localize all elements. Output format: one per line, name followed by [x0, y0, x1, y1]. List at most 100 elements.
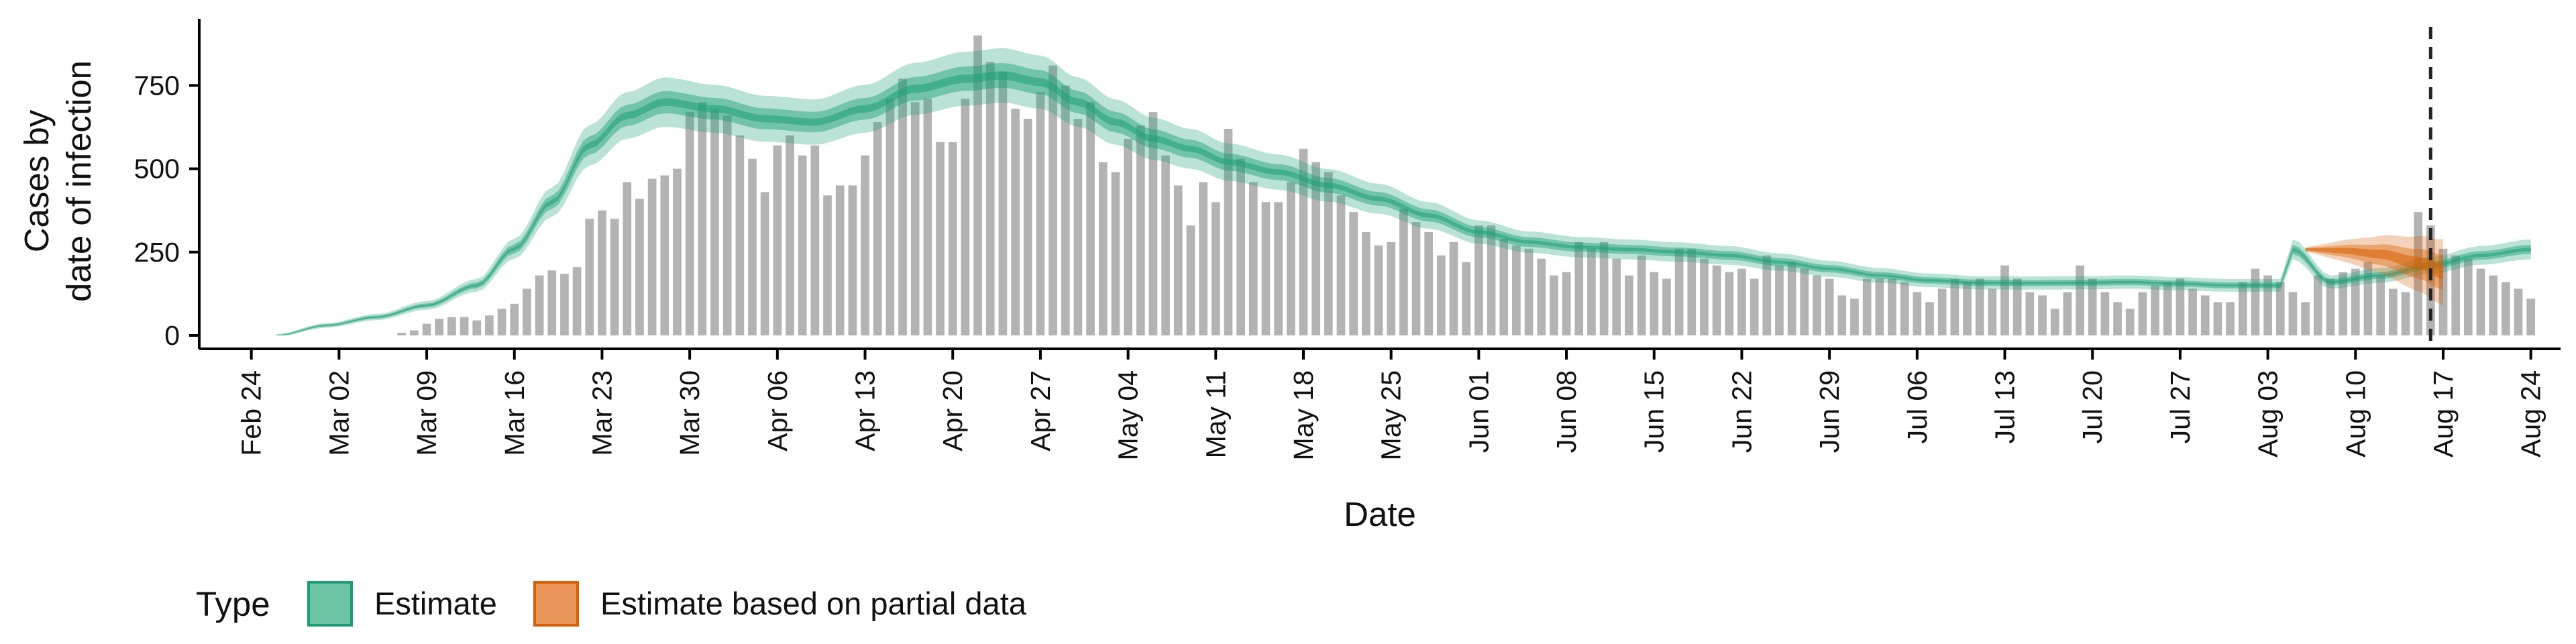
x-tick-label: Aug 17 — [2428, 370, 2459, 458]
x-tick-label: Jun 29 — [1814, 370, 1845, 453]
case-bar — [2339, 272, 2347, 335]
case-bar — [773, 145, 782, 336]
case-bar — [1399, 209, 1408, 335]
x-tick-label: Jun 01 — [1463, 370, 1494, 453]
case-bar — [2213, 302, 2222, 335]
case-bar — [1825, 278, 1834, 335]
case-bar — [660, 175, 669, 335]
estimate-band-outer — [276, 48, 2531, 335]
case-bar — [873, 122, 882, 335]
case-bar — [1499, 238, 1509, 335]
case-bar — [2100, 292, 2110, 335]
case-bar — [1813, 275, 1821, 335]
y-ticks: 0 250 500 750 — [134, 70, 199, 351]
case-bar — [1700, 258, 1709, 335]
case-bar — [1662, 278, 1671, 335]
case-bar — [1625, 275, 1633, 335]
case-bar — [1449, 241, 1458, 335]
legend-key-partial — [533, 581, 579, 627]
case-bar — [1537, 258, 1546, 335]
partial-band-inner — [2305, 248, 2443, 279]
case-bar — [823, 195, 832, 335]
case-bar — [985, 62, 995, 335]
case-bar — [1073, 119, 1083, 336]
x-axis-title: Date — [1344, 495, 1416, 533]
case-bar — [1186, 225, 1195, 335]
case-bar — [560, 274, 569, 335]
case-bar — [2251, 268, 2260, 335]
case-bar — [1750, 278, 1759, 335]
x-tick-label: Aug 24 — [2516, 370, 2546, 458]
case-bar — [1737, 268, 1746, 335]
case-bar — [1124, 138, 1132, 335]
case-bar — [2288, 292, 2298, 335]
estimate-bands — [276, 48, 2531, 335]
case-bar — [2000, 265, 2009, 335]
case-bar — [1474, 225, 1483, 335]
case-bar — [2301, 302, 2310, 335]
case-bar — [2200, 295, 2210, 335]
case-bar — [1925, 302, 1934, 335]
x-tick-label: Aug 03 — [2253, 370, 2284, 458]
case-bar — [1837, 295, 1847, 335]
case-bar — [1963, 282, 1972, 335]
x-tick-label: Apr 20 — [937, 370, 968, 451]
case-bar — [1049, 65, 1057, 335]
case-bar — [1787, 262, 1796, 335]
case-bar — [623, 182, 632, 335]
x-tick-label: Jun 15 — [1639, 370, 1670, 453]
x-tick-label: Feb 24 — [236, 370, 267, 456]
case-bar — [1687, 248, 1697, 335]
case-bar — [397, 333, 407, 335]
case-bar — [1261, 202, 1271, 335]
case-bar — [1900, 282, 1909, 335]
case-bar — [535, 275, 544, 335]
case-bar — [1562, 272, 1571, 335]
case-bar — [510, 303, 519, 335]
case-bar — [2363, 262, 2373, 335]
x-tick-label: May 04 — [1113, 370, 1144, 460]
case-bar — [1148, 112, 1158, 335]
case-bar — [1888, 278, 1896, 335]
case-bar — [598, 210, 606, 335]
case-bar — [435, 319, 444, 335]
case-bar — [1248, 182, 1258, 335]
legend-key-estimate — [307, 581, 353, 627]
x-tick-label: Mar 09 — [411, 370, 442, 456]
case-bar — [1512, 245, 1521, 335]
case-bar — [861, 155, 869, 335]
case-bar — [2125, 309, 2135, 335]
x-tick-label: Aug 10 — [2340, 370, 2371, 458]
case-bar — [1424, 231, 1434, 335]
case-bar — [2238, 282, 2247, 335]
case-bar — [472, 320, 482, 335]
case-bar — [1850, 299, 1859, 335]
case-bar — [1988, 288, 1997, 335]
case-bar — [2401, 292, 2410, 335]
x-tick-label: Jun 22 — [1726, 370, 1757, 453]
case-bar — [698, 102, 707, 336]
case-bar — [1311, 162, 1320, 336]
case-bar — [2526, 299, 2536, 335]
x-tick-label: Mar 16 — [499, 370, 530, 456]
y-axis-title-line1: Cases by — [17, 109, 56, 252]
case-bar — [2163, 282, 2172, 335]
case-bar — [673, 168, 682, 335]
case-bar — [1674, 248, 1684, 335]
case-bar — [998, 72, 1008, 335]
case-bar — [1211, 202, 1220, 335]
case-bar — [2275, 282, 2285, 335]
case-bar — [1336, 195, 1346, 335]
x-tick-label: Mar 02 — [323, 370, 354, 456]
case-bar — [2489, 275, 2498, 335]
case-bar — [1098, 162, 1108, 336]
case-bar — [748, 158, 757, 335]
case-bar — [1637, 255, 1646, 335]
case-bar — [2063, 292, 2072, 335]
case-bar — [848, 185, 857, 335]
case-bar — [973, 35, 982, 336]
case-bar — [2012, 278, 2022, 335]
case-bar — [1023, 119, 1032, 336]
case-bar — [1650, 272, 1659, 335]
case-bar — [2451, 255, 2460, 335]
